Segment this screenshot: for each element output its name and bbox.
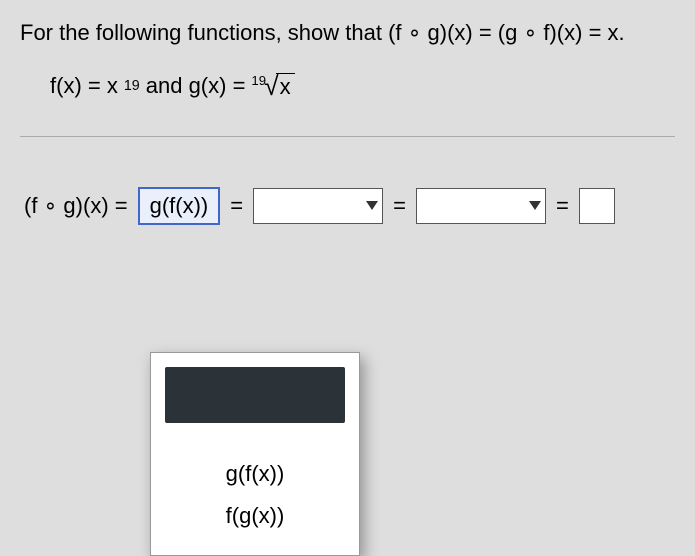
equals-1: = bbox=[230, 193, 243, 219]
dropdown-step-2[interactable] bbox=[253, 188, 383, 224]
dropdown-step-3[interactable] bbox=[416, 188, 546, 224]
dropdown-panel: g(f(x)) f(g(x)) bbox=[150, 352, 360, 556]
dropdown-option-selected-blank[interactable] bbox=[165, 367, 345, 423]
section-divider bbox=[20, 136, 675, 137]
f-exponent: 19 bbox=[124, 78, 140, 94]
final-answer-box[interactable] bbox=[579, 188, 615, 224]
root-index: 19 bbox=[251, 73, 266, 88]
and-text: and g(x) = bbox=[146, 73, 246, 99]
page-root: For the following functions, show that (… bbox=[0, 0, 695, 556]
selected-dropdown-value[interactable]: g(f(x)) bbox=[138, 187, 221, 225]
dropdown-option-fgx[interactable]: f(g(x)) bbox=[165, 495, 345, 537]
function-definitions: f(x) = x 19 and g(x) = 19 √ x bbox=[50, 73, 675, 100]
equals-2: = bbox=[393, 193, 406, 219]
chevron-down-icon bbox=[366, 201, 378, 210]
root-expression: 19 √ x bbox=[251, 73, 294, 100]
dropdown-option-gfx[interactable]: g(f(x)) bbox=[165, 453, 345, 495]
f-def-prefix: f(x) = x bbox=[50, 73, 118, 99]
equation-row: (f ∘ g)(x) = g(f(x)) = = = bbox=[24, 187, 675, 225]
radicand: x bbox=[276, 73, 295, 100]
lhs-text: (f ∘ g)(x) = bbox=[24, 193, 128, 219]
equals-3: = bbox=[556, 193, 569, 219]
question-text: For the following functions, show that (… bbox=[20, 18, 675, 49]
chevron-down-icon bbox=[529, 201, 541, 210]
